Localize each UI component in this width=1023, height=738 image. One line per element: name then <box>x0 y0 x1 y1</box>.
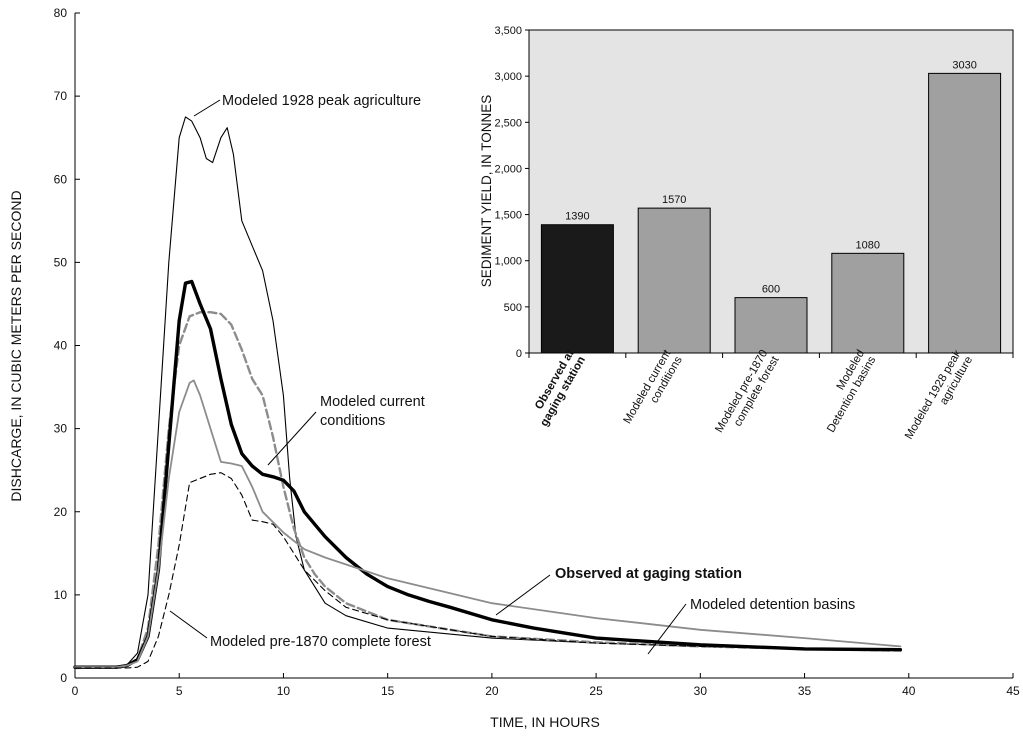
annotation-leader-observed <box>495 574 551 616</box>
annotations: Modeled 1928 peak agriculture Modeled cu… <box>169 93 855 655</box>
inset-bar <box>637 207 711 354</box>
x-tick-label: 35 <box>798 684 812 698</box>
inset-bars: 1390 1570 600 1080 3030 <box>540 59 1002 354</box>
y-tick-label: 20 <box>54 505 68 519</box>
inset-y-tick-label: 2,500 <box>494 117 522 129</box>
annotation-leader-agriculture <box>193 99 221 117</box>
y-tick-label: 70 <box>54 89 68 103</box>
x-tick-label: 25 <box>589 684 603 698</box>
annotation-agriculture: Modeled 1928 peak agriculture <box>222 93 421 109</box>
inset-y-tick-label: 0 <box>516 348 522 360</box>
inset-bar-value-label: 1570 <box>662 194 686 206</box>
y-tick-label: 0 <box>60 671 67 685</box>
inset-bar-value-label: 600 <box>762 284 780 296</box>
series-line-3 <box>73 279 903 669</box>
inset-bar <box>734 297 808 354</box>
annotation-observed: Observed at gaging station <box>555 566 742 582</box>
y-axis-title: DISHCARGE, IN CUBIC METERS PER SECOND <box>8 190 24 501</box>
x-tick-label: 30 <box>694 684 708 698</box>
y-tick-label: 80 <box>54 6 68 20</box>
series-line-4 <box>74 379 902 669</box>
x-tick-label: 10 <box>277 684 291 698</box>
x-tick-label: 15 <box>381 684 395 698</box>
annotation-detention: Modeled detention basins <box>690 597 855 613</box>
inset-bar-value-label: 1080 <box>856 239 880 251</box>
x-tick-label: 40 <box>902 684 916 698</box>
main-chart-series <box>73 116 903 670</box>
inset-y-axis-title: SEDIMENT YIELD, IN TONNES <box>479 95 494 288</box>
y-tick-label: 60 <box>54 172 68 186</box>
x-tick-label: 20 <box>485 684 499 698</box>
annotation-forest: Modeled pre-1870 complete forest <box>210 634 431 650</box>
y-tick-label: 30 <box>54 422 68 436</box>
inset-y-tick-label: 1,500 <box>494 210 522 222</box>
y-tick-label: 10 <box>54 588 68 602</box>
annotation-current-line2: conditions <box>320 413 385 429</box>
x-tick-label: 5 <box>176 684 183 698</box>
y-tick-label: 50 <box>54 255 68 269</box>
inset-y-tick-label: 3,500 <box>494 25 522 37</box>
inset-bar <box>928 72 1002 354</box>
annotation-current-line1: Modeled current <box>320 394 425 410</box>
inset-y-tick-label: 3,000 <box>494 71 522 83</box>
y-tick-label: 40 <box>54 339 68 353</box>
inset-y-tick-label: 500 <box>504 302 522 314</box>
annotation-leader-current <box>267 411 317 466</box>
annotation-leader-forest <box>169 610 208 639</box>
inset-y-tick-label: 1,000 <box>494 256 522 268</box>
series-line-1 <box>74 116 901 669</box>
inset-y-tick-label: 2,000 <box>494 163 522 175</box>
inset-bar-value-label: 1390 <box>565 211 589 223</box>
x-axis-title: TIME, IN HOURS <box>490 714 600 730</box>
inset-bar <box>540 224 614 354</box>
x-tick-label: 0 <box>72 684 79 698</box>
main-chart-axes: 0 10 20 30 40 50 60 70 80 0 5 10 15 20 25 30 35 40 45 <box>54 6 1020 698</box>
x-tick-label: 45 <box>1006 684 1020 698</box>
inset-bar-value-label: 3030 <box>952 59 976 71</box>
series-line-5 <box>74 472 901 669</box>
annotation-leader-detention <box>647 603 687 655</box>
inset-bar <box>831 252 905 354</box>
inset-axes: 0 500 1,000 1,500 2,000 2,500 3,000 3,500 <box>494 25 1014 360</box>
